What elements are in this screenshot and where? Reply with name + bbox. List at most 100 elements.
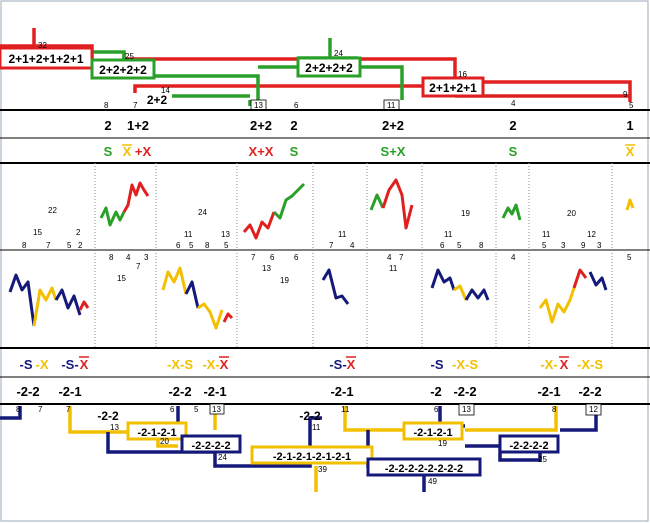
svg-text:22: 22	[48, 206, 57, 215]
svg-text:3: 3	[597, 241, 602, 250]
chart-grid	[94, 163, 613, 348]
svg-text:49: 49	[428, 477, 437, 486]
svg-text:2: 2	[104, 118, 111, 133]
svg-text:-2-1-2-1: -2-1-2-1	[413, 427, 452, 439]
mini-chart-lower-15	[588, 271, 608, 291]
svg-text:-X-S: -X-S	[452, 357, 478, 372]
svg-text:8: 8	[104, 101, 109, 110]
mini-chart-lower-7	[197, 302, 224, 330]
svg-text:5: 5	[629, 101, 634, 110]
svg-text:20: 20	[160, 437, 169, 446]
svg-text:-X-S: -X-S	[577, 357, 603, 372]
mini-chart-lower-14	[572, 268, 588, 289]
svg-text:2+2: 2+2	[250, 118, 272, 133]
svg-text:2+2+2+2: 2+2+2+2	[305, 61, 353, 75]
svg-text:-2-2: -2-2	[299, 409, 321, 423]
svg-text:11: 11	[312, 423, 321, 432]
svg-text:5: 5	[542, 241, 547, 250]
svg-text:9: 9	[623, 90, 628, 99]
svg-text:39: 39	[318, 465, 327, 474]
svg-text:-2-2: -2-2	[16, 384, 39, 399]
svg-text:X: X	[347, 357, 356, 372]
svg-text:S+X: S+X	[381, 144, 406, 159]
svg-text:-X-: -X-	[202, 357, 219, 372]
svg-text:5: 5	[627, 253, 632, 262]
svg-text:8: 8	[552, 405, 557, 414]
svg-text:7: 7	[38, 405, 43, 414]
svg-text:6: 6	[434, 405, 439, 414]
svg-text:6: 6	[294, 253, 299, 262]
svg-text:4: 4	[350, 241, 355, 250]
svg-text:-2-2: -2-2	[168, 384, 191, 399]
svg-text:7: 7	[136, 262, 141, 271]
group-row: 2 1+2 2+2 2 2+2 2 1	[104, 118, 633, 133]
mini-chart-lower-11	[453, 284, 468, 301]
svg-text:19: 19	[280, 276, 289, 285]
svg-text:11: 11	[338, 230, 347, 239]
lower-group-row: -2-2 -2-1 -2-2 -2-1 -2-1 -2 -2-2 -2-1 -2…	[16, 384, 601, 399]
svg-text:13: 13	[212, 405, 221, 414]
lower-type-row: -S -X -S- X -X-S -X- X -S- X -S -X-S -X-…	[20, 356, 603, 372]
svg-text:11: 11	[387, 101, 396, 110]
svg-text:S: S	[290, 144, 299, 159]
svg-text:7: 7	[46, 241, 51, 250]
svg-text:-2-1-2-1: -2-1-2-1	[137, 427, 176, 439]
top-box-3: 2+2+2+2	[296, 56, 362, 78]
lower-chart-top-labels: 8 4 3 7 15 7 6 6 13 19 4 7 11 4 5	[109, 253, 632, 285]
svg-text:11: 11	[542, 230, 551, 239]
svg-text:5: 5	[67, 241, 72, 250]
mini-chart-lower-6	[184, 280, 200, 309]
bottom-box-4: -2-1-2-1	[402, 421, 464, 441]
svg-text:8: 8	[22, 241, 27, 250]
top-box-2: 2+2+2+2	[90, 58, 156, 80]
svg-text:X: X	[626, 144, 635, 159]
svg-text:7: 7	[329, 241, 334, 250]
bottom-box-2: -2-2-2-2	[180, 434, 242, 454]
svg-text:11: 11	[341, 405, 350, 414]
svg-text:8: 8	[109, 253, 114, 262]
svg-text:-2-2: -2-2	[453, 384, 476, 399]
svg-text:+X: +X	[135, 144, 152, 159]
svg-text:2+2: 2+2	[382, 118, 404, 133]
bottom-plain-labels: -2-2 -2-2	[97, 409, 321, 423]
svg-text:5: 5	[457, 241, 462, 250]
mini-chart-lower-5	[161, 266, 188, 295]
svg-text:7: 7	[399, 253, 404, 262]
svg-text:-2-2: -2-2	[578, 384, 601, 399]
svg-text:2+2: 2+2	[147, 93, 168, 107]
svg-text:8: 8	[479, 241, 484, 250]
svg-text:7: 7	[133, 101, 138, 110]
svg-text:6: 6	[270, 253, 275, 262]
top-box-4: 2+2	[142, 92, 172, 107]
svg-text:11: 11	[389, 264, 398, 273]
bottom-box-3: -2-1-2-1-2-1-2-1	[250, 445, 374, 465]
mini-chart-upper-6	[381, 178, 414, 230]
svg-text:5: 5	[189, 241, 194, 250]
svg-text:2: 2	[290, 118, 297, 133]
svg-text:-X-: -X-	[540, 357, 557, 372]
svg-text:5: 5	[194, 405, 199, 414]
svg-text:11: 11	[184, 230, 193, 239]
svg-text:14: 14	[161, 86, 170, 95]
svg-text:S: S	[104, 144, 113, 159]
svg-text:9: 9	[581, 241, 586, 250]
svg-text:13: 13	[254, 101, 263, 110]
svg-text:2: 2	[509, 118, 516, 133]
svg-text:5: 5	[224, 241, 229, 250]
svg-text:12: 12	[587, 230, 596, 239]
mini-chart-upper-3	[242, 211, 276, 240]
mini-chart-lower-9	[321, 268, 350, 305]
svg-text:-X-S: -X-S	[167, 357, 193, 372]
svg-text:-S: -S	[20, 357, 33, 372]
bottom-small-labels: 8 7 7 6 5 13 13 11 11 6 13 8 12 20 24 39…	[16, 403, 602, 486]
mini-chart-lower-13	[538, 287, 576, 324]
svg-text:6: 6	[294, 101, 299, 110]
svg-text:3: 3	[144, 253, 149, 262]
svg-text:1: 1	[626, 118, 633, 133]
mini-chart-lower-3	[54, 288, 82, 316]
svg-text:24: 24	[218, 453, 227, 462]
svg-text:8: 8	[16, 405, 21, 414]
svg-text:13: 13	[221, 230, 230, 239]
